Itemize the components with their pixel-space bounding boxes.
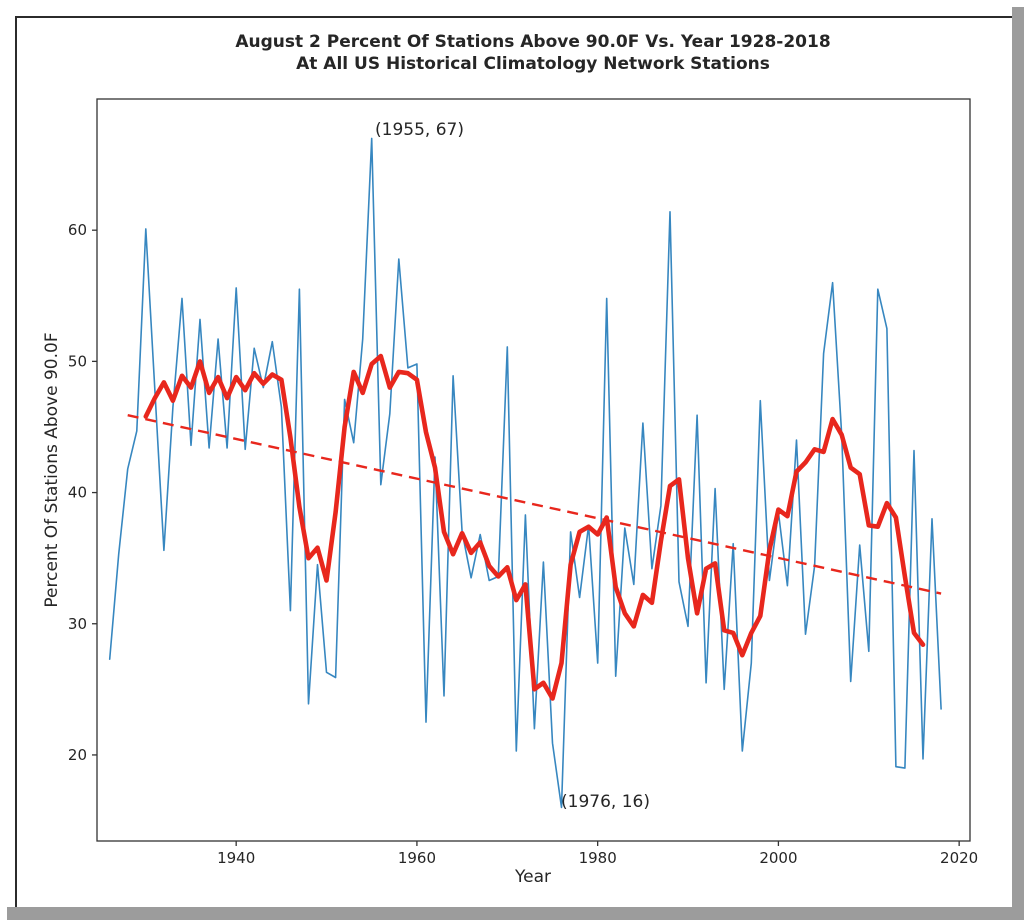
y-tick-label: 20 xyxy=(68,746,87,764)
x-axis-ticks: 1940 1960 1980 2000 2020 xyxy=(217,841,978,867)
chart-title-line2: At All US Historical Climatology Network… xyxy=(296,54,770,74)
data-series xyxy=(108,137,942,809)
chart-title-line1: August 2 Percent Of Stations Above 90.0F… xyxy=(235,32,830,52)
yearly-percent-line xyxy=(108,137,942,809)
x-tick-label: 2000 xyxy=(759,849,797,867)
annotation-1976-16: (1976, 16) xyxy=(561,792,650,812)
y-axis-label: Percent Of Stations Above 90.0F xyxy=(42,332,62,607)
x-tick-label: 1940 xyxy=(217,849,255,867)
y-tick-label: 60 xyxy=(68,221,87,239)
y-tick-label: 40 xyxy=(68,484,87,502)
x-tick-label: 1980 xyxy=(579,849,617,867)
x-tick-label: 2020 xyxy=(940,849,978,867)
y-tick-label: 30 xyxy=(68,615,87,633)
y-tick-label: 50 xyxy=(68,352,87,370)
plot-frame xyxy=(96,98,971,842)
page-right-shadow xyxy=(1012,7,1024,920)
annotation-1955-67: (1955, 67) xyxy=(375,120,464,140)
y-axis-ticks: 20 30 40 50 60 xyxy=(68,221,97,764)
page-top-border xyxy=(15,16,1012,18)
trend-dashed-line xyxy=(127,414,942,595)
page-bottom-shadow xyxy=(7,907,1012,920)
smoothed-mean-line xyxy=(143,353,926,701)
page-left-border xyxy=(15,16,17,907)
x-axis-label: Year xyxy=(514,867,551,887)
x-tick-label: 1960 xyxy=(398,849,436,867)
